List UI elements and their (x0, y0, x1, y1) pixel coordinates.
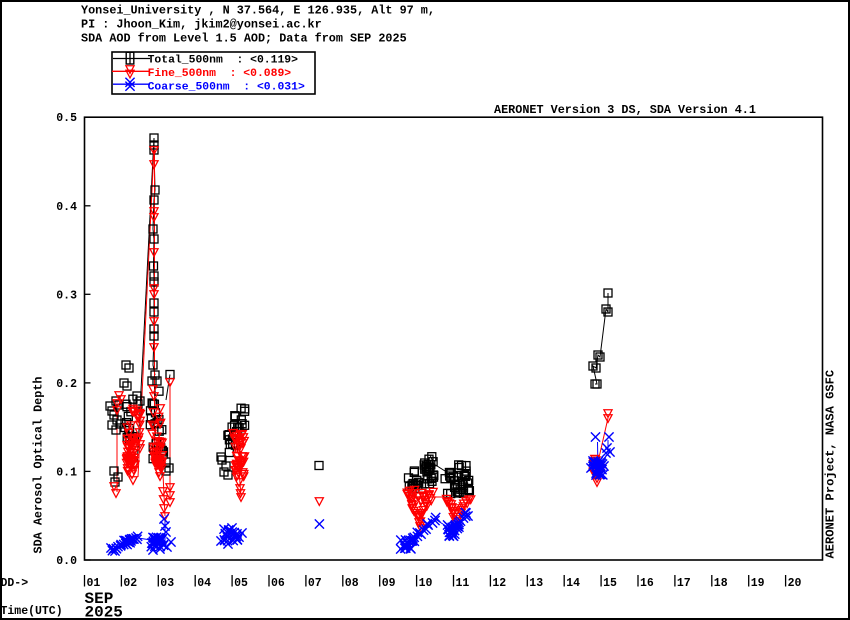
svg-text:Coarse_500nm : <0.031>: Coarse_500nm : <0.031> (148, 81, 305, 93)
svg-text:14: 14 (566, 577, 580, 590)
svg-text:08: 08 (345, 577, 359, 590)
svg-text:SDA AOD from Level 1.5 AOD; Da: SDA AOD from Level 1.5 AOD; Data from SE… (81, 31, 407, 45)
svg-text:PI : Jhoon_Kim, jkim2@yonsei.a: PI : Jhoon_Kim, jkim2@yonsei.ac.kr (81, 18, 322, 32)
svg-text:17: 17 (677, 577, 691, 590)
svg-text:0.0: 0.0 (56, 555, 77, 568)
svg-text:SDA Aerosol Optical Depth: SDA Aerosol Optical Depth (32, 377, 46, 554)
svg-text:03: 03 (160, 577, 174, 590)
svg-text:2025: 2025 (85, 604, 123, 620)
svg-text:13: 13 (529, 577, 543, 590)
svg-text:02: 02 (123, 577, 137, 590)
svg-text:Total_500nm : <0.119>: Total_500nm : <0.119> (148, 54, 299, 66)
svg-text:09: 09 (382, 577, 396, 590)
svg-text:SEP: SEP (85, 590, 114, 608)
svg-text:AERONET Project, NASA GSFC: AERONET Project, NASA GSFC (824, 370, 838, 559)
svg-text:18: 18 (714, 577, 728, 590)
svg-text:15: 15 (603, 577, 617, 590)
svg-text:0.2: 0.2 (56, 378, 77, 391)
svg-text:Yonsei_University , N 37.564,: Yonsei_University , N 37.564, E 126.935,… (81, 4, 435, 18)
svg-text:11: 11 (456, 577, 470, 590)
svg-text:12: 12 (492, 577, 506, 590)
svg-text:AERONET Version 3 DS, SDA Vers: AERONET Version 3 DS, SDA Version 4.1 (494, 103, 756, 117)
svg-text:0.5: 0.5 (56, 112, 77, 125)
svg-text:0.4: 0.4 (56, 201, 77, 214)
svg-text:0.1: 0.1 (56, 466, 77, 479)
svg-text:05: 05 (234, 577, 248, 590)
svg-text:01: 01 (87, 577, 101, 590)
svg-text:10: 10 (419, 577, 433, 590)
svg-text:Fine_500nm : <0.089>: Fine_500nm : <0.089> (148, 68, 292, 80)
svg-text:20: 20 (788, 577, 802, 590)
svg-text:06: 06 (271, 577, 285, 590)
svg-text:Time(UTC): Time(UTC) (1, 605, 63, 618)
svg-text:DD->: DD-> (1, 577, 29, 590)
svg-text:0.3: 0.3 (56, 289, 77, 302)
svg-text:16: 16 (640, 577, 654, 590)
svg-text:19: 19 (751, 577, 765, 590)
svg-text:04: 04 (197, 577, 211, 590)
svg-text:07: 07 (308, 577, 322, 590)
